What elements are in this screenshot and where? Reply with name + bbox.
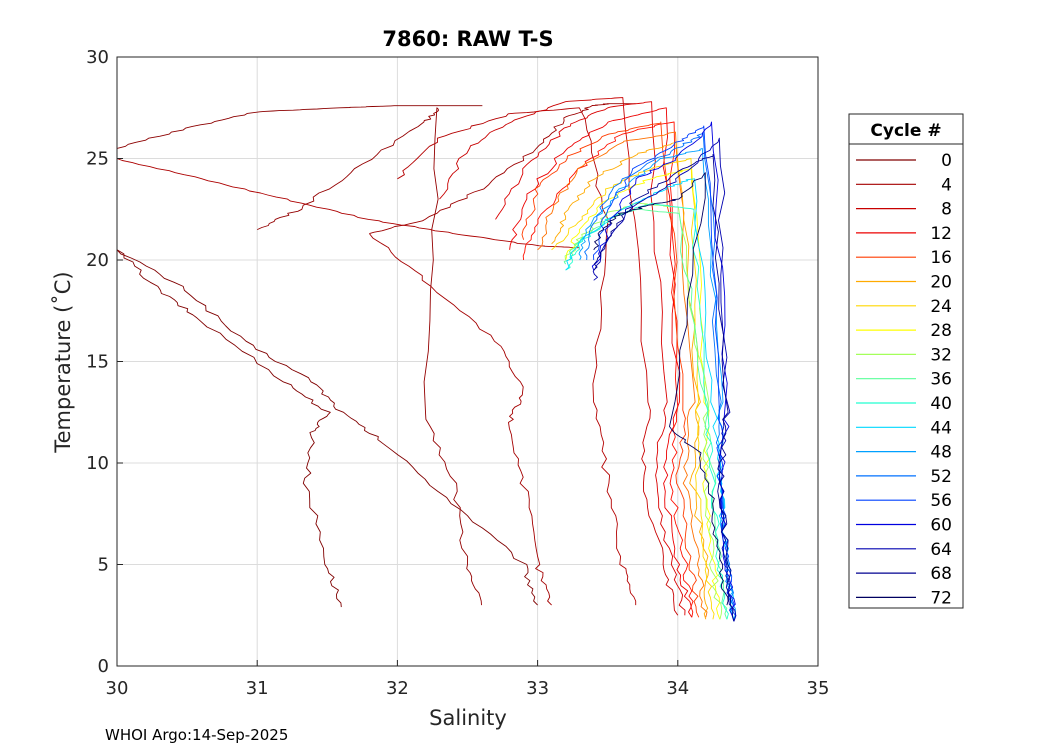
trace-cycle-12 [509, 107, 693, 618]
y-tick-label: 10 [86, 453, 109, 474]
trace-cycle-8 [439, 97, 679, 616]
legend-entry-label: 24 [930, 297, 952, 317]
legend-entry-label: 40 [930, 394, 952, 414]
trace-cycle-40 [565, 202, 729, 620]
trace-cycle-6 [397, 107, 637, 606]
trace-cycle-56 [593, 125, 737, 622]
x-axis-label: Salinity [429, 706, 507, 730]
chart-title: 7860: RAW T-S [382, 27, 553, 51]
legend: Cycle # 04812162024283236404448525660646… [848, 113, 964, 609]
legend-entry-label: 0 [941, 151, 952, 171]
trace-cycle-36 [563, 208, 728, 620]
legend-entry-label: 16 [930, 248, 952, 268]
x-tick-label: 31 [246, 678, 269, 699]
x-tick-label: 30 [106, 678, 129, 699]
legend-entry-label: 32 [930, 345, 952, 365]
legend-entry-label: 8 [941, 200, 952, 220]
legend-title: Cycle # [870, 121, 941, 141]
trace-cycle-28 [565, 168, 721, 620]
trace-cycle-1 [116, 105, 483, 149]
y-tick-label: 15 [86, 352, 109, 373]
legend-entry-label: 36 [930, 370, 952, 390]
x-tick-label: 34 [666, 678, 689, 699]
legend-entry-label: 64 [930, 540, 952, 560]
trace-cycle-0b [116, 249, 342, 608]
trace-cycle-24 [551, 158, 715, 620]
legend-box [848, 113, 964, 609]
trace-cycle-16 [521, 121, 700, 618]
trace-cycle-18 [537, 131, 708, 618]
trace-cycle-3 [369, 103, 636, 235]
footer-stamp: WHOI Argo:14-Sep-2025 [105, 726, 288, 744]
legend-entry-label: 48 [930, 443, 952, 463]
trace-cycle-10 [495, 101, 686, 616]
trace-cycle-68 [593, 153, 735, 622]
trace-cycle-0 [116, 249, 538, 606]
legend-entry-label: 72 [930, 588, 952, 608]
legend-entry-label: 60 [930, 516, 952, 536]
x-tick-label: 32 [386, 678, 409, 699]
legend-entry-label: 28 [930, 321, 952, 341]
y-axis-label: Temperature (˚C) [51, 271, 75, 453]
y-ticks: 0 5 10 15 20 25 30 [86, 47, 123, 677]
legend-entry-label: 12 [930, 224, 952, 244]
trace-cycle-72 [593, 172, 729, 606]
trace-cycle-4 [369, 233, 552, 606]
trace-cycle-60 [591, 121, 736, 622]
y-tick-label: 20 [86, 250, 109, 271]
x-tick-label: 35 [807, 678, 830, 699]
y-tick-label: 30 [86, 47, 109, 68]
legend-entry-label: 56 [930, 491, 952, 511]
legend-entry-label: 52 [930, 467, 952, 487]
trace-cycle-20 [551, 141, 709, 620]
legend-entry-label: 44 [930, 418, 952, 438]
traces [116, 97, 737, 622]
legend-entry-label: 20 [930, 273, 952, 293]
y-tick-label: 5 [98, 555, 109, 576]
trace-cycle-2 [257, 107, 482, 606]
legend-entry-label: 4 [941, 175, 952, 195]
y-tick-label: 25 [86, 149, 109, 170]
trace-cycle-5 [116, 158, 580, 249]
x-tick-label: 33 [526, 678, 549, 699]
trace-cycle-14 [522, 121, 694, 618]
legend-entry-label: 68 [930, 564, 952, 584]
y-tick-label: 0 [98, 656, 109, 677]
x-ticks: 30 31 32 33 34 35 [106, 660, 830, 699]
